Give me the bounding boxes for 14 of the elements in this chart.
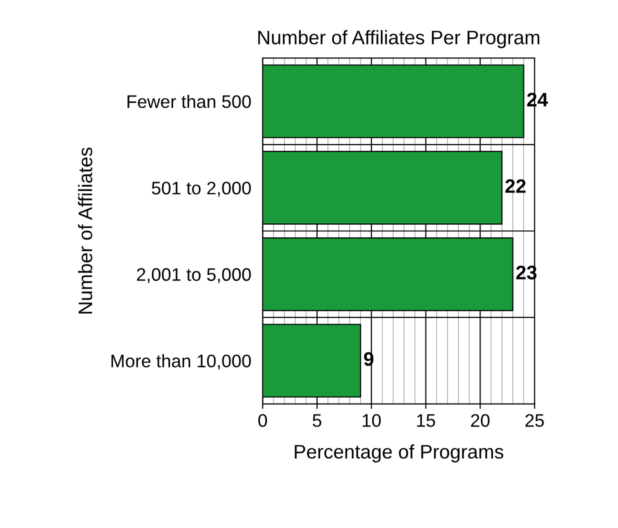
y-tick-label: More than 10,000 (112, 354, 251, 370)
x-tick-label: 20 (471, 414, 490, 427)
x-axis-title: Percentage of Programs (294, 444, 504, 462)
y-tick-label: 2,001 to 5,000 (137, 268, 251, 284)
x-tick-label: 15 (417, 414, 436, 427)
data-label: 22 (505, 179, 526, 193)
y-tick-label: Fewer than 500 (128, 94, 251, 108)
x-tick-label: 0 (258, 414, 267, 427)
y-tick-label: 501 to 2,000 (152, 182, 251, 197)
y-axis-title: Number of Affiliates (78, 148, 92, 314)
x-tick-label: 10 (362, 414, 381, 427)
x-tick-label: 25 (525, 414, 544, 427)
chart-title: Number of Affiliates Per Program (258, 30, 540, 48)
x-tick-label: 5 (312, 414, 322, 427)
